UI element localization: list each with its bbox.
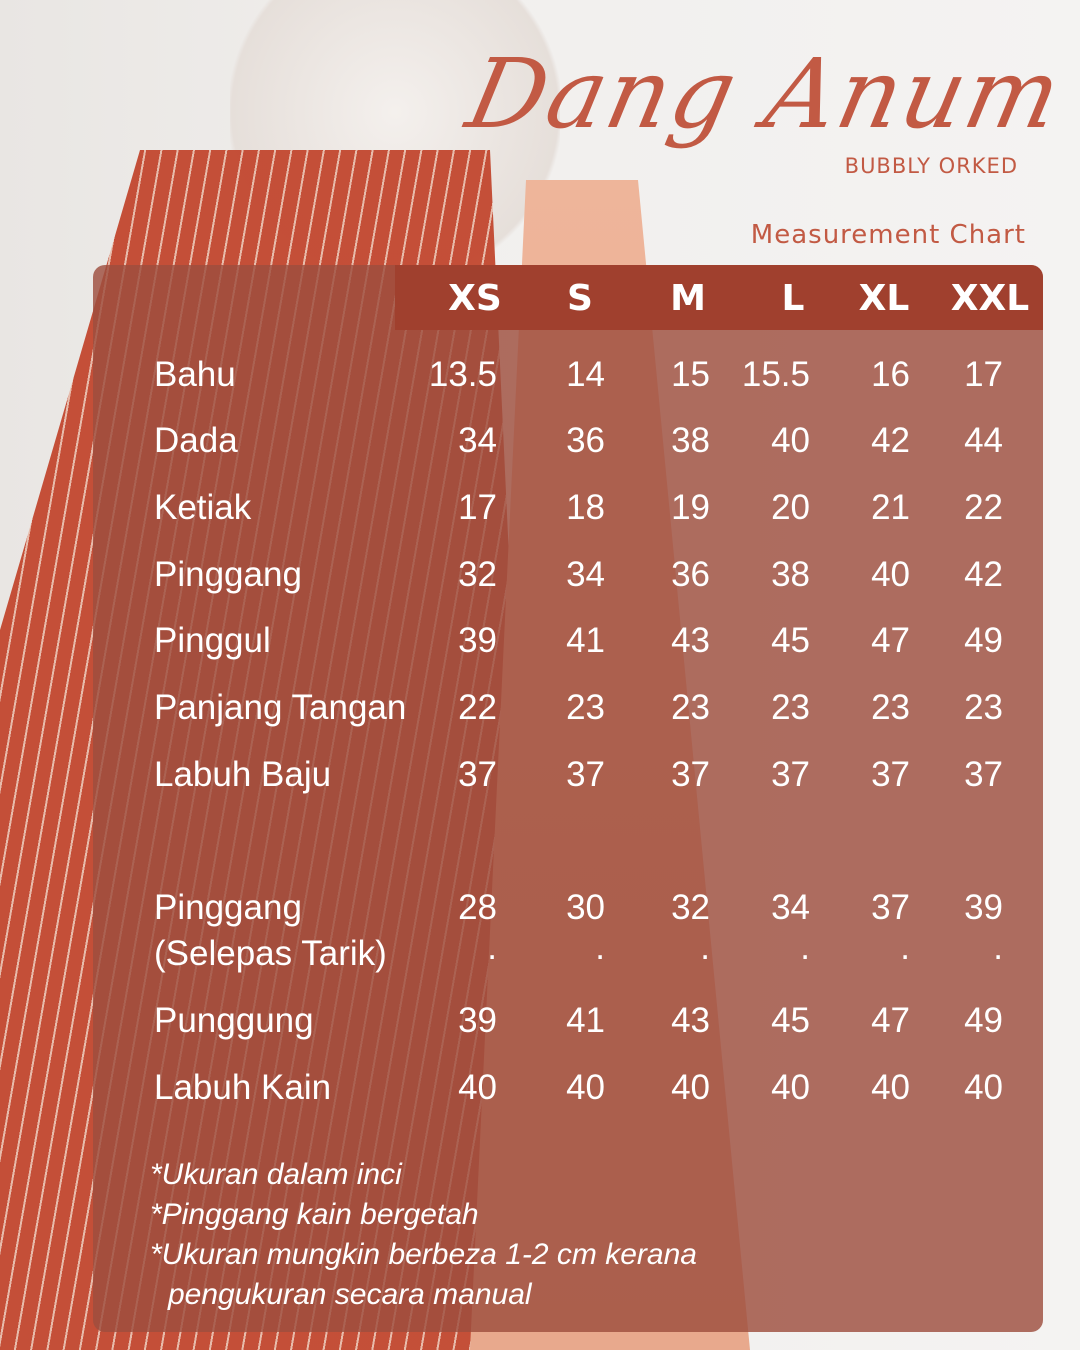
cell-value: 17 <box>458 488 497 527</box>
brand-logo-script: Dang Anum <box>458 38 1072 150</box>
cell-dot: . <box>993 928 1003 967</box>
note: *Pinggang kain bergetah <box>150 1198 479 1231</box>
cell-value: 37 <box>671 755 710 794</box>
cell-value: 28 <box>458 888 497 927</box>
cell-value: 38 <box>671 421 710 460</box>
brand-subtitle: BUBBLY ORKED <box>844 154 1018 178</box>
cell-value: 34 <box>458 421 497 460</box>
cell-dot: . <box>700 928 710 967</box>
cell-value: 23 <box>671 688 710 727</box>
cell-value: 37 <box>964 755 1003 794</box>
cell-value: 23 <box>871 688 910 727</box>
cell-value: 13.5 <box>428 355 497 394</box>
cell-value: 39 <box>458 621 497 660</box>
note: *Ukuran dalam inci <box>150 1158 402 1191</box>
cell-value: 49 <box>964 621 1003 660</box>
cell-value: 15.5 <box>741 355 810 394</box>
cell-dot: . <box>595 928 605 967</box>
cell-value: 40 <box>771 421 810 460</box>
cell-value: 21 <box>871 488 910 527</box>
cell-value: 32 <box>671 888 710 927</box>
cell-value: 39 <box>964 888 1003 927</box>
cell-value: 43 <box>671 621 710 660</box>
cell-value: 23 <box>566 688 605 727</box>
row-label: Panjang Tangan <box>154 688 407 727</box>
row-label-continued: (Selepas Tarik) <box>154 934 387 973</box>
cell-value: 23 <box>771 688 810 727</box>
cell-value: 43 <box>671 1001 710 1040</box>
cell-value: 45 <box>771 1001 810 1040</box>
size-header-s: S <box>567 278 593 319</box>
cell-value: 42 <box>871 421 910 460</box>
cell-value: 23 <box>964 688 1003 727</box>
cell-value: 37 <box>871 888 910 927</box>
chart-title: Measurement Chart <box>750 220 1026 250</box>
cell-value: 47 <box>871 1001 910 1040</box>
size-header-xxl: XXL <box>950 278 1030 319</box>
row-label: Pinggul <box>154 621 271 660</box>
cell-dot: . <box>487 928 497 967</box>
cell-value: 30 <box>566 888 605 927</box>
cell-value: 14 <box>566 355 605 394</box>
row-label: Dada <box>154 421 238 460</box>
cell-value: 37 <box>458 755 497 794</box>
cell-value: 20 <box>771 488 810 527</box>
row-label: Bahu <box>154 355 236 394</box>
cell-value: 32 <box>458 555 497 594</box>
cell-value: 41 <box>566 621 605 660</box>
cell-value: 34 <box>566 555 605 594</box>
notes: *Ukuran dalam inci *Pinggang kain berget… <box>150 1155 697 1315</box>
cell-value: 19 <box>671 488 710 527</box>
cell-value: 37 <box>771 755 810 794</box>
cell-value: 22 <box>458 688 497 727</box>
cell-value: 42 <box>964 555 1003 594</box>
size-header-m: M <box>670 278 706 319</box>
row-label: Pinggang <box>154 555 302 594</box>
cell-value: 17 <box>964 355 1003 394</box>
cell-value: 16 <box>871 355 910 394</box>
cell-value: 39 <box>458 1001 497 1040</box>
note: pengukuran secara manual <box>168 1278 532 1311</box>
cell-value: 40 <box>671 1068 710 1107</box>
cell-value: 40 <box>871 555 910 594</box>
cell-value: 37 <box>871 755 910 794</box>
cell-value: 22 <box>964 488 1003 527</box>
cell-dot: . <box>900 928 910 967</box>
cell-value: 36 <box>671 555 710 594</box>
cell-value: 40 <box>458 1068 497 1107</box>
cell-value: 44 <box>964 421 1003 460</box>
cell-value: 40 <box>964 1068 1003 1107</box>
row-label: Ketiak <box>154 488 252 527</box>
cell-value: 37 <box>566 755 605 794</box>
measurement-panel <box>93 265 1043 1332</box>
size-header-xs: XS <box>448 278 502 319</box>
cell-value: 18 <box>566 488 605 527</box>
cell-value: 40 <box>771 1068 810 1107</box>
note: *Ukuran mungkin berbeza 1-2 cm kerana <box>150 1238 697 1271</box>
size-header-xl: XL <box>858 278 910 319</box>
cell-dot: . <box>800 928 810 967</box>
size-header-bar <box>395 265 1043 330</box>
row-label: Labuh Kain <box>154 1068 332 1107</box>
cell-value: 40 <box>871 1068 910 1107</box>
cell-value: 15 <box>671 355 710 394</box>
cell-value: 41 <box>566 1001 605 1040</box>
row-label: Punggung <box>154 1001 314 1040</box>
cell-value: 38 <box>771 555 810 594</box>
cell-value: 45 <box>771 621 810 660</box>
size-header-l: L <box>781 278 805 319</box>
cell-value: 49 <box>964 1001 1003 1040</box>
cell-value: 34 <box>771 888 810 927</box>
cell-value: 40 <box>566 1068 605 1107</box>
row-label: Pinggang <box>154 888 302 927</box>
row-label: Labuh Baju <box>154 755 332 794</box>
cell-value: 47 <box>871 621 910 660</box>
cell-value: 36 <box>566 421 605 460</box>
